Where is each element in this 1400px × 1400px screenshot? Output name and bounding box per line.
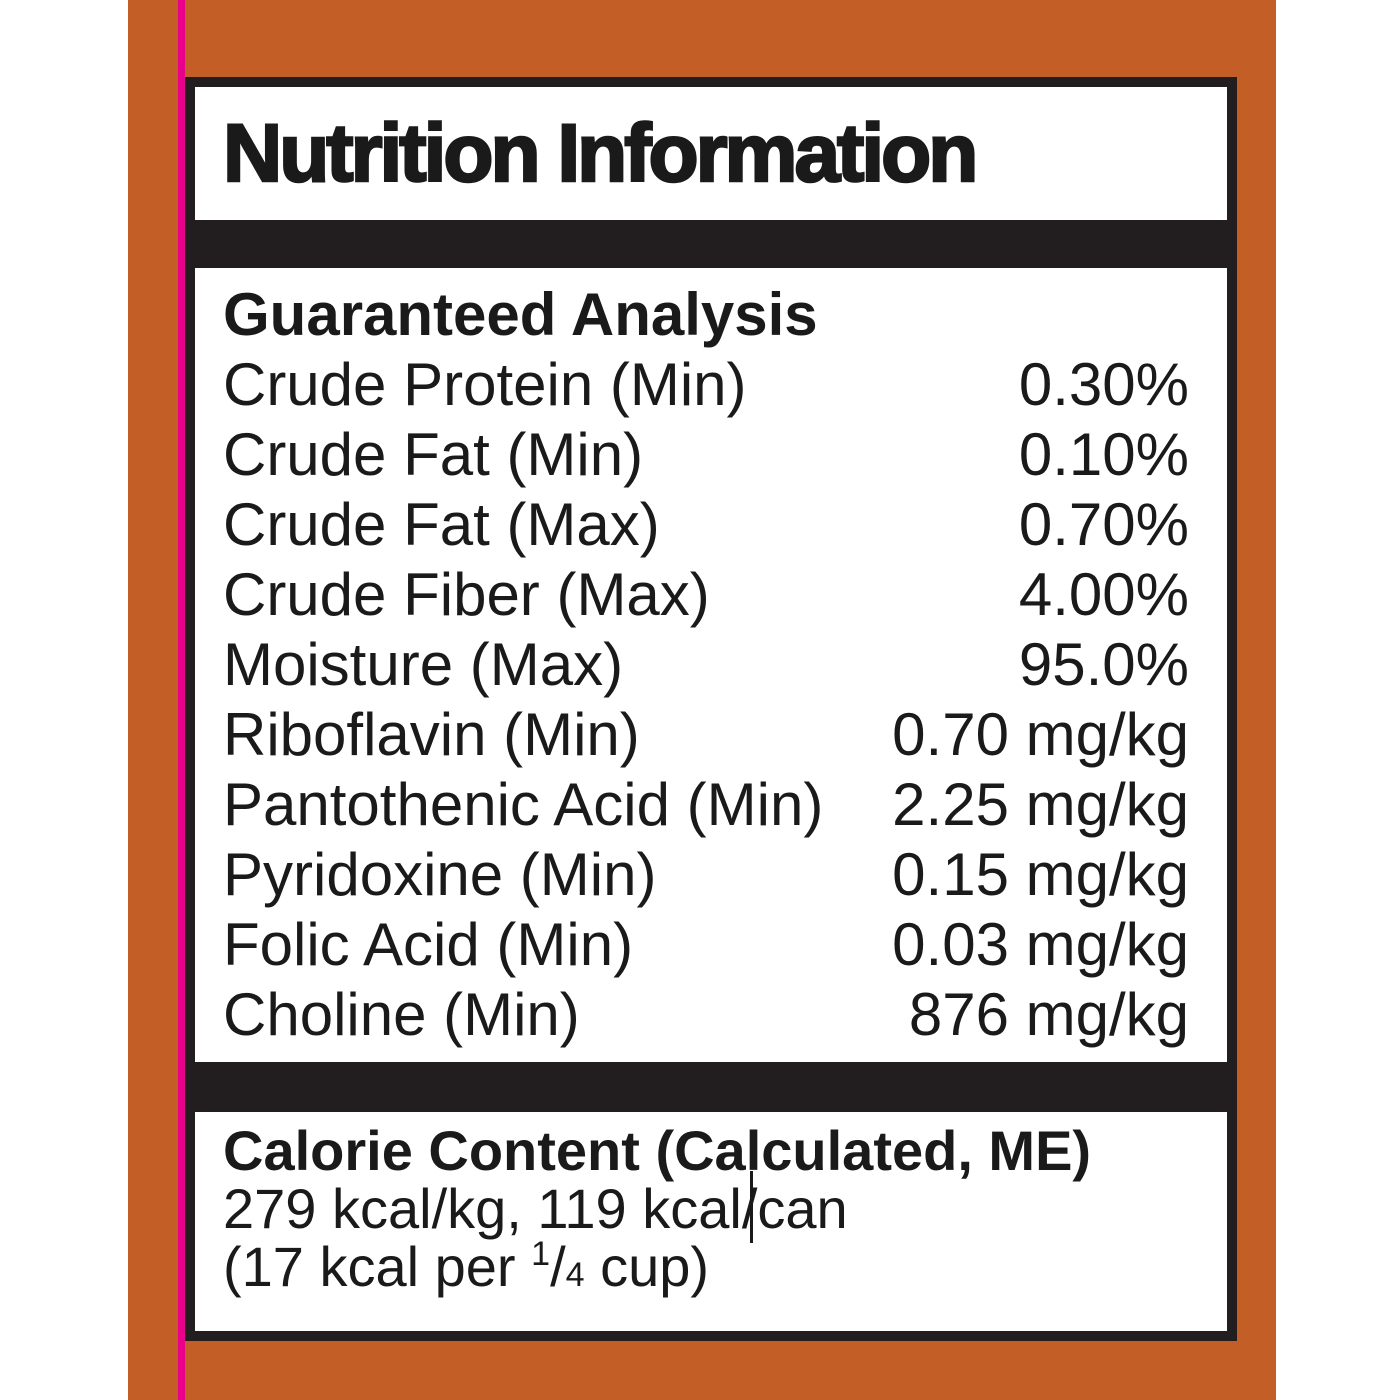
panel-title: Nutrition Information [222, 106, 980, 200]
cup-line-suffix: cup) [584, 1235, 710, 1298]
nutrient-name: Crude Fat (Min) [223, 421, 644, 488]
nutrient-value: 876 mg/kg [908, 981, 1189, 1048]
title-section: Nutrition Information [195, 87, 1227, 220]
nutrient-value: 4.00% [1018, 561, 1189, 628]
nutrient-name: Choline (Min) [223, 981, 580, 1048]
nutrient-name: Crude Fat (Max) [223, 491, 660, 558]
nutrient-row: Crude Fat (Min) 0.10% [223, 420, 1189, 490]
nutrient-name: Riboflavin (Min) [223, 701, 640, 768]
cup-line-prefix: (17 kcal per [223, 1235, 532, 1298]
nutrient-row: Riboflavin (Min) 0.70 mg/kg [223, 700, 1189, 770]
calorie-kcal-text: 279 kcal/kg, 119 kcal/can [223, 1177, 848, 1240]
fraction-numerator: 1 [531, 1235, 551, 1273]
nutrient-value: 2.25 mg/kg [892, 771, 1189, 838]
nutrient-value: 95.0% [1018, 631, 1189, 698]
nutrient-name: Folic Acid (Min) [223, 911, 634, 978]
nutrient-name: Pyridoxine (Min) [223, 841, 657, 908]
calorie-content-heading: Calorie Content (Calculated, ME) [223, 1119, 1092, 1182]
text-cursor-caret [750, 1171, 753, 1243]
fraction-slash: / [550, 1235, 566, 1298]
calorie-content-section: Calorie Content (Calculated, ME) 279 kca… [195, 1112, 1227, 1331]
guaranteed-analysis-section: Guaranteed Analysis Crude Protein (Min) … [195, 268, 1227, 1062]
nutrient-value: 0.10% [1018, 421, 1189, 488]
nutrient-row: Pantothenic Acid (Min) 2.25 mg/kg [223, 770, 1189, 840]
nutrient-row: Moisture (Max) 95.0% [223, 630, 1189, 700]
divider-bar-top [195, 220, 1227, 268]
nutrient-value: 0.70 mg/kg [892, 701, 1189, 768]
nutrient-value: 0.30% [1018, 351, 1189, 418]
nutrient-row: Pyridoxine (Min) 0.15 mg/kg [223, 840, 1189, 910]
calorie-cup-line: (17 kcal per 1/4 cup) [223, 1235, 1189, 1304]
nutrient-row: Folic Acid (Min) 0.03 mg/kg [223, 910, 1189, 980]
nutrient-name: Crude Fiber (Max) [223, 561, 710, 628]
nutrient-row: Crude Fat (Max) 0.70% [223, 490, 1189, 560]
nutrient-name: Crude Protein (Min) [223, 351, 747, 418]
nutrition-panel: Nutrition Information Guaranteed Analysi… [185, 77, 1237, 1341]
nutrient-value: 0.03 mg/kg [892, 911, 1189, 978]
nutrient-name: Moisture (Max) [223, 631, 624, 698]
nutrient-row: Choline (Min) 876 mg/kg [223, 980, 1189, 1050]
nutrient-row: Crude Protein (Min) 0.30% [223, 350, 1189, 420]
nutrient-name: Pantothenic Acid (Min) [223, 771, 824, 838]
magenta-registration-line [178, 0, 185, 1400]
fraction-denominator: 4 [565, 1256, 585, 1294]
guaranteed-analysis-rows: Crude Protein (Min) 0.30% Crude Fat (Min… [223, 350, 1189, 1050]
calorie-kcal-line[interactable]: 279 kcal/kg, 119 kcal/can [223, 1180, 1189, 1238]
guaranteed-analysis-heading: Guaranteed Analysis [223, 281, 818, 348]
nutrient-row: Crude Fiber (Max) 4.00% [223, 560, 1189, 630]
nutrient-value: 0.15 mg/kg [892, 841, 1189, 908]
nutrient-value: 0.70% [1018, 491, 1189, 558]
divider-bar-bottom [195, 1062, 1227, 1112]
